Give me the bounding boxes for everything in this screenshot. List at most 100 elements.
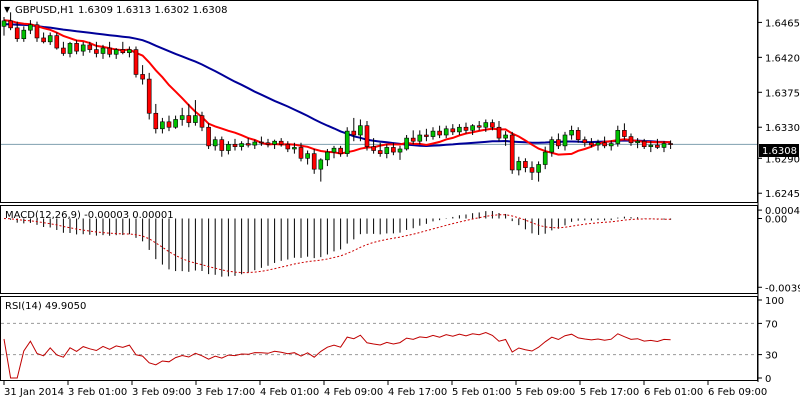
candle (331, 145, 337, 159)
candle (364, 121, 370, 151)
candle (325, 148, 330, 167)
candle-body (391, 147, 396, 153)
candle (120, 41, 126, 55)
candle (608, 140, 614, 151)
candle (1, 16, 7, 36)
candle-body (298, 147, 304, 159)
candle (140, 65, 145, 85)
candle-body (206, 126, 211, 147)
candle-body (476, 125, 482, 128)
time-axis: 31 Jan 2014 3 Feb 01:00 3 Feb 09:00 3 Feb 1… (3, 381, 767, 398)
macd-axis-tick-label: 0.00 (765, 215, 787, 226)
candle (668, 140, 673, 149)
ohlc-label: 1.6309 1.6313 1.6302 1.6308 (78, 5, 228, 16)
candle-body (410, 137, 416, 142)
candle (265, 138, 271, 148)
time-axis-tick-label: 6 Feb 01:00 (644, 387, 703, 398)
candle (556, 133, 561, 149)
time-axis-tick-label: 4 Feb 01:00 (260, 387, 319, 398)
candle-body (278, 140, 284, 145)
candle-body (450, 128, 456, 133)
candle (199, 111, 205, 132)
candle (529, 161, 535, 181)
candle (582, 136, 588, 147)
candle (193, 100, 198, 126)
candle-body (94, 49, 99, 54)
candle (278, 138, 284, 147)
candle (450, 124, 456, 135)
candle-body (503, 134, 508, 139)
candle-body (1, 20, 7, 27)
candle-body (87, 44, 93, 50)
candle-body (61, 47, 66, 54)
candle (259, 136, 264, 146)
candle (391, 142, 396, 156)
rsi-pane: 100 70 30 0 (1, 296, 784, 385)
candle-body (74, 43, 79, 52)
candle-body (54, 35, 60, 49)
candle-body (41, 37, 46, 43)
candle (298, 142, 304, 162)
candle (173, 115, 178, 129)
candle (239, 141, 244, 151)
candle (615, 125, 621, 147)
candle-body (140, 74, 145, 80)
candle-body (549, 139, 555, 153)
rsi-axis-tick-label: 70 (765, 319, 778, 330)
candle-body (615, 130, 621, 144)
macd-pane: 0.000480.00 -0.00393 (3, 206, 800, 294)
candle-body (562, 134, 568, 147)
candle-body (542, 151, 548, 165)
candle-body (232, 144, 238, 147)
rsi-axis-tick-label: 0 (765, 374, 771, 385)
candle-body (8, 20, 13, 29)
candle (74, 40, 79, 55)
candle-body (100, 47, 106, 54)
time-axis-tick-label: 5 Feb 17:00 (580, 387, 639, 398)
candle (404, 135, 409, 151)
candle (34, 21, 40, 42)
candle-body (443, 128, 449, 136)
candle (417, 130, 423, 145)
candle-body (371, 146, 376, 151)
candle-body (166, 121, 172, 128)
time-axis-tick-label: 3 Feb 17:00 (196, 387, 255, 398)
rsi-line (3, 331, 671, 379)
candle (358, 119, 363, 142)
candle-body (384, 147, 390, 154)
candle-body (602, 142, 607, 147)
candle-body (107, 47, 112, 55)
macd-label: MACD(12,26,9) -0.00003 0.00001 (5, 210, 174, 221)
candle (463, 122, 469, 134)
candle (54, 32, 60, 50)
candle-body (153, 112, 159, 130)
candle (47, 32, 53, 45)
candle-body (173, 119, 178, 128)
candle-body (483, 122, 489, 128)
candle (351, 117, 357, 142)
candle-body (120, 49, 126, 53)
candle (509, 131, 515, 174)
candle (61, 41, 66, 56)
candle-body (344, 130, 350, 154)
candle-body (179, 115, 185, 120)
candle (648, 141, 654, 153)
candle-body (245, 143, 251, 146)
candle-body (404, 137, 409, 150)
candle (457, 124, 462, 135)
candle-body (569, 130, 574, 136)
candle-body (364, 125, 370, 147)
candle-body (21, 29, 27, 40)
candle-body (536, 164, 541, 173)
candle-body (272, 140, 277, 145)
candle-body (311, 153, 317, 170)
dropdown-arrow-icon[interactable]: ▼ (4, 5, 11, 14)
candle (113, 48, 119, 59)
time-axis-tick-label: 4 Feb 17:00 (388, 387, 447, 398)
candle (622, 123, 627, 140)
candle-body (661, 143, 667, 148)
candle-body (641, 140, 647, 147)
candle (285, 141, 291, 153)
candle (569, 125, 574, 140)
candle (160, 117, 165, 134)
